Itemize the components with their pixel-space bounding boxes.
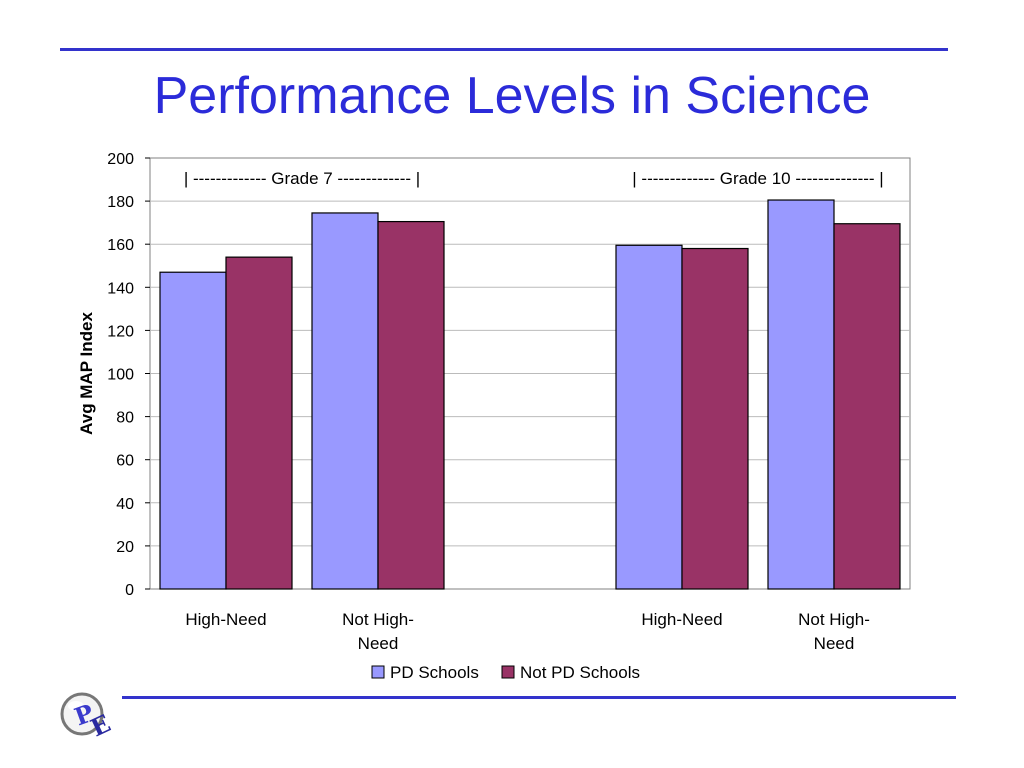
bottom-divider (122, 696, 956, 699)
bar-not-pd-schools (377, 220, 445, 590)
y-axis-title: Avg MAP Index (77, 312, 96, 435)
bar-not-pd-schools (225, 256, 293, 590)
legend-swatch (371, 665, 385, 679)
y-tick-label: 60 (116, 453, 134, 470)
group-label: | ------------- Grade 7 ------------- | (184, 169, 420, 188)
svg-text:E: E (86, 708, 115, 742)
y-tick-label: 20 (116, 539, 134, 556)
y-tick-label: 40 (116, 496, 134, 513)
top-divider (60, 48, 948, 51)
bar-pd-schools (311, 212, 379, 590)
bar-pd-schools (767, 199, 835, 590)
y-tick-label: 0 (125, 582, 134, 599)
y-tick-label: 140 (107, 280, 134, 297)
bar-pd-schools (159, 271, 227, 590)
x-category-label: High-Need (641, 610, 722, 629)
legend-label: Not PD Schools (520, 663, 640, 682)
bar-not-pd-schools (681, 247, 749, 590)
y-tick-label: 180 (107, 194, 134, 211)
bar-pd-schools (615, 244, 683, 590)
bar-not-pd-schools (833, 223, 901, 590)
y-tick-label: 80 (116, 410, 134, 427)
x-category-label: Need (358, 634, 399, 653)
y-tick-label: 160 (107, 237, 134, 254)
x-category-label: Not High- (798, 610, 870, 629)
y-tick-label: 200 (107, 151, 134, 168)
legend-label: PD Schools (390, 663, 479, 682)
pe-logo-icon: P E (60, 692, 115, 742)
x-category-label: Not High- (342, 610, 414, 629)
slide-title: Performance Levels in Science (153, 67, 871, 125)
legend-swatch (501, 665, 515, 679)
x-category-label: High-Need (185, 610, 266, 629)
y-tick-label: 120 (107, 323, 134, 340)
bar-chart: 0 20 40 60 80 100 120 140 160 180 200 Avg MAP Index… (77, 151, 911, 682)
y-tick-label: 100 (107, 367, 134, 384)
x-category-label: Need (814, 634, 855, 653)
group-label: | ------------- Grade 10 -------------- … (632, 169, 883, 188)
